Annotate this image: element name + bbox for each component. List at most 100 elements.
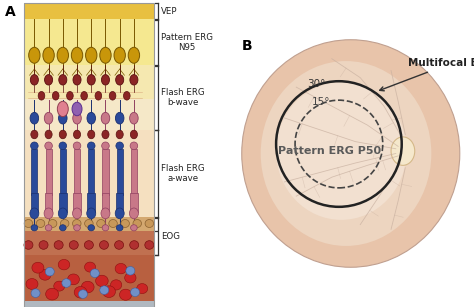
Ellipse shape — [59, 142, 66, 150]
Ellipse shape — [67, 274, 80, 285]
Ellipse shape — [391, 137, 415, 165]
Ellipse shape — [71, 47, 83, 63]
Ellipse shape — [84, 262, 96, 272]
FancyBboxPatch shape — [24, 255, 154, 301]
Ellipse shape — [62, 279, 71, 287]
Ellipse shape — [73, 142, 81, 150]
FancyBboxPatch shape — [74, 149, 80, 195]
Ellipse shape — [31, 225, 37, 231]
Ellipse shape — [36, 220, 45, 227]
Ellipse shape — [86, 47, 97, 63]
FancyBboxPatch shape — [46, 149, 52, 195]
Ellipse shape — [28, 47, 40, 63]
Ellipse shape — [102, 225, 109, 231]
Ellipse shape — [102, 142, 109, 150]
Ellipse shape — [87, 112, 96, 124]
Ellipse shape — [79, 290, 88, 298]
Ellipse shape — [117, 225, 123, 231]
FancyBboxPatch shape — [102, 193, 109, 212]
Text: Flash ERG
b-wave: Flash ERG b-wave — [161, 88, 205, 107]
FancyBboxPatch shape — [73, 193, 81, 212]
Ellipse shape — [90, 269, 100, 278]
Ellipse shape — [48, 220, 57, 227]
Ellipse shape — [30, 75, 38, 85]
Ellipse shape — [137, 284, 148, 293]
Ellipse shape — [130, 130, 137, 139]
Ellipse shape — [145, 241, 154, 249]
Ellipse shape — [114, 47, 125, 63]
Ellipse shape — [116, 142, 124, 150]
Ellipse shape — [242, 40, 460, 267]
FancyBboxPatch shape — [60, 149, 66, 195]
Ellipse shape — [66, 91, 73, 100]
Ellipse shape — [109, 220, 118, 227]
Ellipse shape — [261, 61, 431, 246]
FancyBboxPatch shape — [24, 130, 154, 217]
Ellipse shape — [59, 130, 66, 139]
Ellipse shape — [101, 208, 110, 219]
FancyBboxPatch shape — [24, 301, 154, 307]
Ellipse shape — [46, 267, 55, 276]
Ellipse shape — [45, 225, 52, 231]
Ellipse shape — [145, 220, 154, 227]
Ellipse shape — [129, 208, 138, 219]
FancyBboxPatch shape — [45, 193, 52, 212]
FancyBboxPatch shape — [130, 193, 138, 212]
Ellipse shape — [31, 289, 40, 297]
Text: 30°: 30° — [307, 79, 326, 89]
Ellipse shape — [115, 241, 124, 249]
Ellipse shape — [30, 142, 38, 150]
Ellipse shape — [26, 278, 38, 290]
Ellipse shape — [60, 225, 66, 231]
Ellipse shape — [119, 289, 132, 300]
Ellipse shape — [115, 263, 127, 274]
Ellipse shape — [31, 130, 38, 139]
Ellipse shape — [101, 75, 109, 85]
Text: Multifocal ERG: Multifocal ERG — [380, 58, 474, 91]
Text: EOG: EOG — [161, 232, 180, 241]
FancyBboxPatch shape — [24, 99, 154, 130]
Ellipse shape — [109, 91, 116, 100]
Ellipse shape — [59, 75, 67, 85]
Ellipse shape — [100, 286, 109, 294]
Ellipse shape — [96, 275, 108, 287]
Text: A: A — [5, 5, 16, 19]
Ellipse shape — [130, 241, 139, 249]
Ellipse shape — [84, 220, 93, 227]
Text: Flash ERG
a-wave: Flash ERG a-wave — [161, 164, 205, 184]
Ellipse shape — [74, 286, 87, 298]
Ellipse shape — [74, 225, 80, 231]
Ellipse shape — [38, 91, 45, 100]
FancyBboxPatch shape — [24, 3, 154, 19]
Ellipse shape — [121, 220, 129, 227]
Ellipse shape — [61, 220, 69, 227]
FancyBboxPatch shape — [24, 231, 154, 255]
Ellipse shape — [126, 266, 135, 275]
FancyBboxPatch shape — [131, 149, 137, 195]
Ellipse shape — [39, 241, 48, 249]
Ellipse shape — [87, 208, 96, 219]
Ellipse shape — [110, 280, 122, 290]
Ellipse shape — [73, 75, 81, 85]
Ellipse shape — [30, 208, 39, 219]
FancyBboxPatch shape — [24, 217, 154, 231]
Ellipse shape — [100, 241, 109, 249]
Ellipse shape — [84, 241, 93, 249]
Ellipse shape — [58, 259, 70, 270]
Ellipse shape — [130, 112, 138, 124]
Ellipse shape — [123, 91, 130, 100]
FancyBboxPatch shape — [87, 193, 95, 212]
Ellipse shape — [115, 208, 124, 219]
FancyBboxPatch shape — [116, 193, 123, 212]
Ellipse shape — [101, 112, 110, 124]
Ellipse shape — [130, 75, 138, 85]
Ellipse shape — [45, 142, 52, 150]
FancyBboxPatch shape — [24, 19, 154, 65]
Text: B: B — [242, 39, 252, 52]
Ellipse shape — [73, 220, 81, 227]
Ellipse shape — [73, 112, 82, 124]
Ellipse shape — [69, 241, 78, 249]
Text: Pattern ERG P50: Pattern ERG P50 — [278, 146, 381, 156]
Ellipse shape — [128, 47, 140, 63]
Ellipse shape — [24, 220, 33, 227]
